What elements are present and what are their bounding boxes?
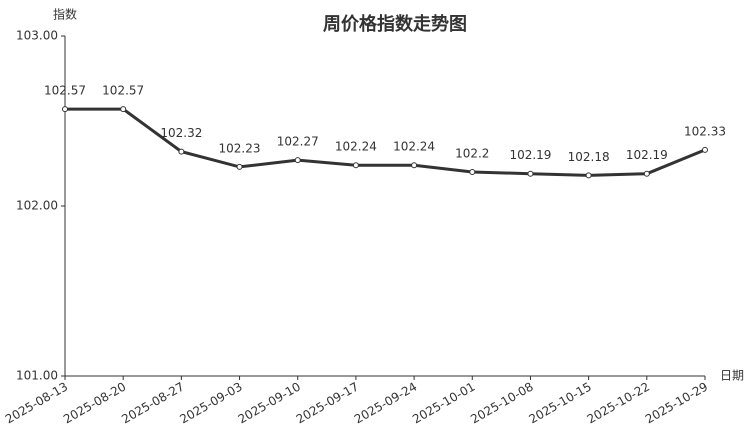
y-tick-label: 102.00 xyxy=(16,199,58,213)
x-tick-label: 2025-09-17 xyxy=(294,380,361,427)
y-tick-label: 103.00 xyxy=(16,29,58,43)
line xyxy=(65,107,706,177)
marker xyxy=(62,106,68,113)
x-tick-label: 2025-09-03 xyxy=(177,380,244,427)
marker xyxy=(236,163,243,170)
x-tick-label: 2025-09-10 xyxy=(236,380,303,427)
x-tick-label: 2025-08-13 xyxy=(3,380,70,427)
data-label: 102.33 xyxy=(684,124,726,138)
marker xyxy=(178,148,185,155)
data-label: 102.19 xyxy=(626,148,668,162)
x-tick-label: 2025-10-22 xyxy=(585,380,652,427)
x-tick-label: 2025-10-01 xyxy=(410,380,477,427)
data-label: 102.57 xyxy=(44,84,86,98)
x-tick-label: 2025-08-20 xyxy=(61,380,128,427)
marker xyxy=(120,106,127,113)
x-tick-label: 2025-10-08 xyxy=(468,380,535,427)
data-label: 102.57 xyxy=(102,84,144,98)
marker xyxy=(702,146,708,153)
chart-title: 周价格指数走势图 xyxy=(323,13,467,35)
data-label: 102.32 xyxy=(160,126,202,140)
data-label: 102.24 xyxy=(393,140,435,154)
data-label: 102.23 xyxy=(219,141,261,155)
data-label: 102.19 xyxy=(509,148,551,162)
y-axis-label: 指数 xyxy=(53,7,77,22)
y-tick-label: 101.00 xyxy=(16,369,58,383)
data-label: 102.24 xyxy=(335,140,377,154)
marker xyxy=(411,162,418,169)
data-label: 102.27 xyxy=(277,135,319,149)
marker xyxy=(352,162,359,169)
marker xyxy=(294,157,301,164)
marker xyxy=(585,172,592,179)
x-tick-label: 2025-10-15 xyxy=(526,380,593,427)
marker xyxy=(527,170,534,177)
x-tick-label: 2025-08-27 xyxy=(119,380,186,427)
data-label: 102.2 xyxy=(455,147,489,161)
x-tick-label: 2025-09-24 xyxy=(352,380,419,427)
marker xyxy=(469,169,476,175)
x-axis-label: 日期 xyxy=(720,369,744,383)
data-label: 102.18 xyxy=(568,150,610,164)
x-tick-label: 2025-10-29 xyxy=(643,380,710,427)
marker xyxy=(643,170,650,177)
